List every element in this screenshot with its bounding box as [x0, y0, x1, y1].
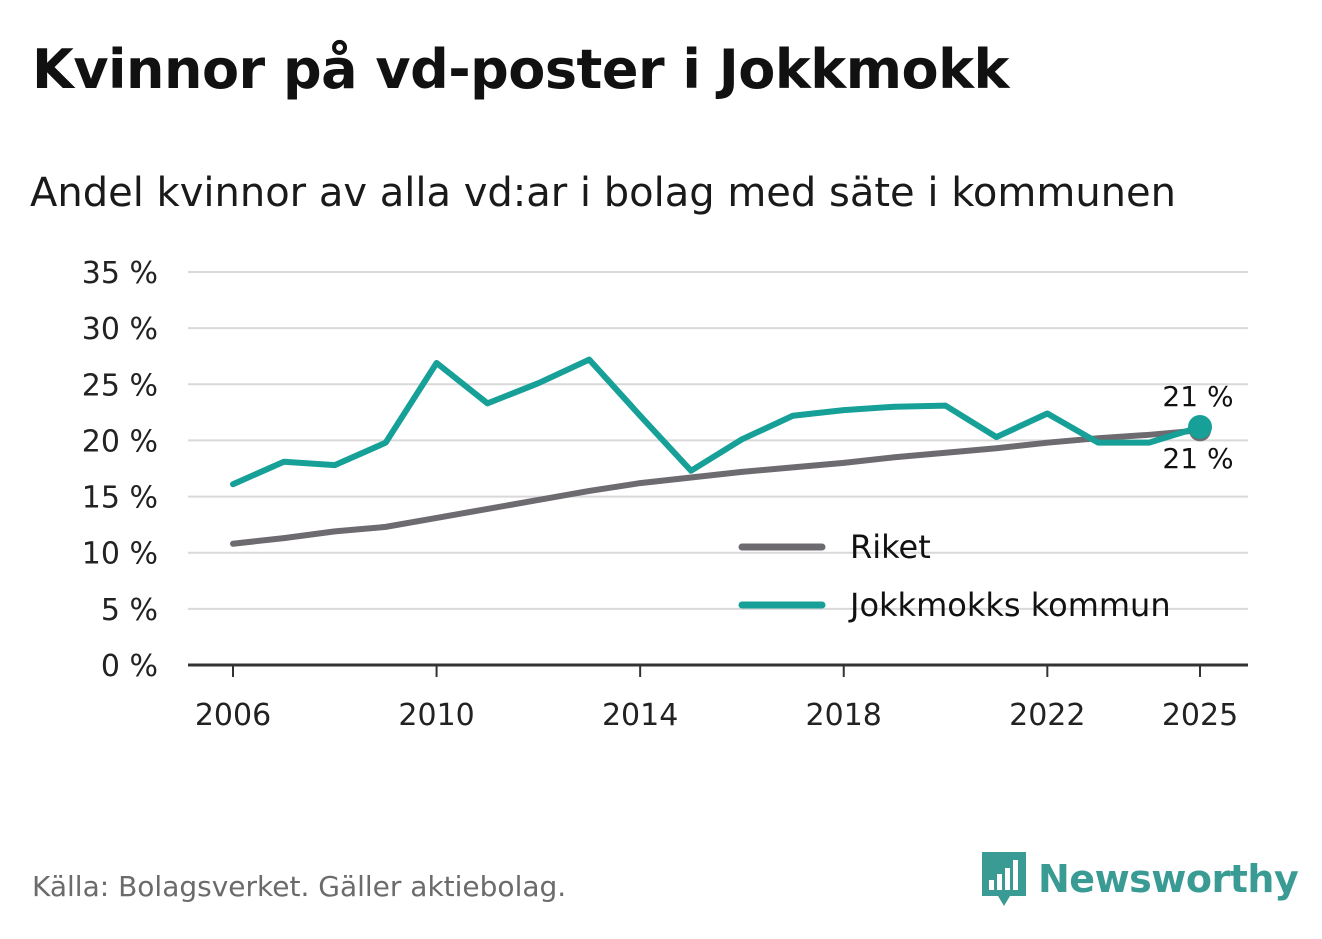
y-tick-label: 25 % — [82, 368, 158, 403]
y-tick-label: 10 % — [82, 537, 158, 572]
chart-title: Kvinnor på vd-poster i Jokkmokk — [32, 38, 1009, 101]
newsworthy-logo-icon — [982, 852, 1026, 906]
jokkmokk-end-marker — [1188, 414, 1212, 439]
x-tick-label: 2014 — [602, 698, 678, 733]
riket-line — [230, 427, 1203, 547]
brand-logo: Newsworthy — [980, 850, 1299, 908]
brand-name: Newsworthy — [1038, 857, 1299, 901]
x-tick-label: 2006 — [195, 698, 271, 733]
y-tick-label: 5 % — [101, 593, 158, 628]
legend-label: Jokkmokks kommun — [848, 586, 1171, 624]
source-note: Källa: Bolagsverket. Gäller aktiebolag. — [32, 870, 567, 903]
y-tick-label: 15 % — [82, 481, 158, 516]
y-tick-label: 30 % — [82, 312, 158, 347]
y-tick-label: 35 % — [82, 256, 158, 291]
x-tick-label: 2022 — [1009, 698, 1085, 733]
x-tick-label: 2025 — [1162, 698, 1238, 733]
legend-label: Riket — [850, 528, 931, 566]
y-tick-label: 20 % — [82, 424, 158, 459]
x-tick-label: 2018 — [806, 698, 882, 733]
jokkmokk-end-label: 21 % — [1162, 380, 1233, 413]
y-tick-label: 0 % — [101, 649, 158, 684]
jokkmokk-line — [230, 356, 1203, 488]
chart-subtitle: Andel kvinnor av alla vd:ar i bolag med … — [30, 170, 1176, 216]
x-tick-label: 2010 — [398, 698, 474, 733]
riket-end-label: 21 % — [1162, 442, 1233, 475]
